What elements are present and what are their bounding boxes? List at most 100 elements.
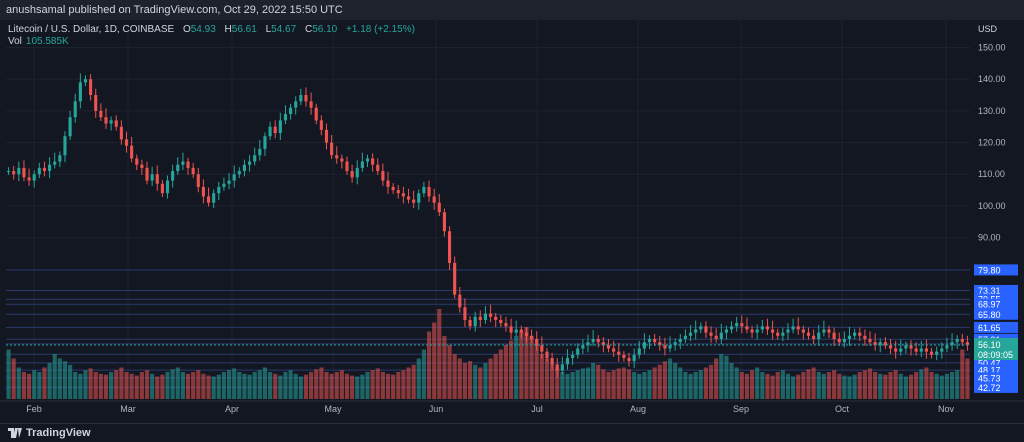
candle-body [719,332,723,339]
publisher-bar: anushsamal published on TradingView.com,… [0,0,1024,20]
volume-bar [139,372,144,399]
volume-bar [416,358,421,399]
candle-body [647,338,652,343]
volume-bar [534,345,539,399]
volume-bar [355,376,360,399]
candle-body [704,326,708,333]
candle-body [53,161,57,165]
candle-body [186,161,190,168]
volume-bar [27,373,32,399]
volume-bar [426,331,432,399]
volume-bar [396,372,401,399]
candle-body [535,338,539,346]
publisher-text: anushsamal published on TradingView.com,… [6,4,343,16]
volume-bar [688,373,693,399]
candle-body [7,171,11,173]
footer-brand: TradingView [26,427,91,439]
candle-body [888,345,893,349]
candle-body [586,342,590,346]
volume-bar [344,373,350,399]
candle-body [447,231,452,263]
candle-body [68,117,72,137]
volume-bar [293,373,298,399]
level-label: 42.72 [978,383,1001,393]
volume-bar [201,373,206,399]
volume-bar [150,373,155,399]
volume-bar [965,358,970,399]
volume-bar [739,372,744,399]
volume-bar [170,369,175,399]
x-tick-label: Aug [630,404,646,414]
candle-body [371,158,375,165]
volume-bar [103,374,109,399]
y-tick-label: 110.00 [978,169,1005,179]
volume-bar [791,376,796,399]
level-label: 73.31 [978,286,1001,296]
candle-body [801,329,805,333]
volume-bar [693,372,698,399]
candle-body [812,335,816,339]
level-label: 61.65 [978,323,1001,333]
price-chart[interactable]: USD 150.00 140.00 130.00 120.00 110.00 100.00 9… [0,20,1024,423]
candle-body [965,342,969,346]
candle-body [694,329,698,333]
volume-bar [488,358,493,399]
volume-bar [539,354,544,399]
high-value: 56.61 [231,24,257,35]
candle-body [873,342,877,346]
volume-bar [919,369,924,399]
candle-body [894,348,898,352]
candle-body [427,186,431,197]
candle-body [206,196,211,203]
volume-bar [268,372,273,399]
candle-body [750,329,754,333]
candle-body [663,345,667,349]
volume-legend: Vol 105.585K [8,36,69,47]
volume-bar [52,354,57,399]
current-price-label: 56.10 [978,340,1001,350]
volume-bar [944,373,949,399]
volume-bar [765,373,770,399]
volume-bar [524,327,529,399]
y-tick-label: 100.00 [978,201,1006,211]
tradingview-logo-icon [8,428,22,438]
candle-body [560,364,564,371]
candle-body [653,338,657,343]
candle-body [735,323,739,327]
volume-bar [329,373,334,399]
volume-bar [370,370,375,399]
candle-body [309,101,313,108]
candle-body [335,155,339,159]
candle-body [201,186,205,197]
volume-bar [939,375,944,399]
volume-bar [862,370,867,399]
volume-bar [714,358,719,399]
candle-body [755,329,759,333]
candle-body [509,326,513,333]
volume-bar [503,345,509,399]
volume-bar [924,367,929,399]
candle-body [524,332,529,336]
volume-bar [883,374,888,399]
volume-bar [467,361,473,399]
volume-bar [811,367,816,399]
volume-bar [68,364,73,399]
candle-body [960,338,964,343]
volume-bar [652,367,657,399]
volume-bar [565,373,570,399]
volume-bar [185,373,191,399]
volume-bar [632,372,637,399]
countdown-label: 08:09:05 [978,350,1013,360]
volume-bar [478,367,483,399]
volume-bar [667,358,673,399]
volume-bar [252,372,257,399]
volume-bar [816,372,821,399]
candle-body [278,120,282,134]
candle-body [606,345,611,349]
volume-bar [591,363,596,399]
candle-body [232,174,236,181]
volume-bar [744,373,750,399]
volume-bar [949,372,955,399]
volume-bar [642,372,647,399]
candle-body [48,164,52,172]
